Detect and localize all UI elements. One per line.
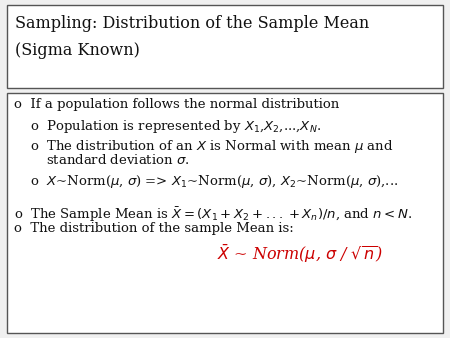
- Text: o  The distribution of the sample Mean is:: o The distribution of the sample Mean is…: [14, 222, 294, 235]
- Text: o  If a population follows the normal distribution: o If a population follows the normal dis…: [14, 98, 339, 111]
- FancyBboxPatch shape: [7, 5, 443, 88]
- Text: o  Population is represented by $X_1$,$X_2$,...,$X_N$.: o Population is represented by $X_1$,$X_…: [30, 118, 321, 135]
- Text: (Sigma Known): (Sigma Known): [15, 42, 140, 59]
- Text: o  The distribution of an $X$ is Normal with mean $\mu$ and: o The distribution of an $X$ is Normal w…: [30, 138, 394, 155]
- Text: o  $X$~Norm($\mu$, $\sigma$) => $X_1$~Norm($\mu$, $\sigma$), $X_2$~Norm($\mu$, $: o $X$~Norm($\mu$, $\sigma$) => $X_1$~Nor…: [30, 173, 398, 190]
- FancyBboxPatch shape: [7, 93, 443, 333]
- Text: standard deviation $\sigma$.: standard deviation $\sigma$.: [46, 153, 189, 167]
- Text: $\bar{X}$ ~ Norm($\mu$, $\sigma$ / $\sqrt{n}$): $\bar{X}$ ~ Norm($\mu$, $\sigma$ / $\sqr…: [217, 243, 383, 265]
- Text: o  The Sample Mean is $\bar{X}=(X_1+X_2+...+X_n)/n$, and $n < N$.: o The Sample Mean is $\bar{X}=(X_1+X_2+.…: [14, 205, 412, 224]
- Text: Sampling: Distribution of the Sample Mean: Sampling: Distribution of the Sample Mea…: [15, 15, 369, 32]
